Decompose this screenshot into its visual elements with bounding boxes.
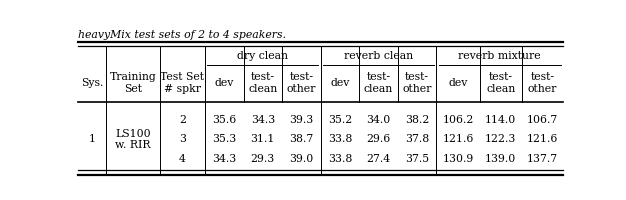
Text: reverb clean: reverb clean [344, 51, 413, 61]
Text: 29.6: 29.6 [366, 134, 391, 144]
Text: 121.6: 121.6 [443, 134, 474, 144]
Text: 39.3: 39.3 [289, 115, 314, 125]
Text: 106.2: 106.2 [443, 115, 474, 125]
Text: 37.8: 37.8 [405, 134, 429, 144]
Text: dev: dev [448, 78, 468, 88]
Text: Sys.: Sys. [81, 78, 103, 88]
Text: 35.6: 35.6 [212, 115, 237, 125]
Text: Test Set
# spkr: Test Set # spkr [160, 72, 204, 94]
Text: test-
clean: test- clean [486, 72, 515, 94]
Text: 130.9: 130.9 [443, 154, 474, 164]
Text: 3: 3 [179, 134, 186, 144]
Text: heavyMix test sets of 2 to 4 speakers.: heavyMix test sets of 2 to 4 speakers. [78, 30, 286, 40]
Text: 34.3: 34.3 [250, 115, 275, 125]
Text: 27.4: 27.4 [366, 154, 391, 164]
Text: reverb mixture: reverb mixture [458, 51, 541, 61]
Text: test-
other: test- other [287, 72, 316, 94]
Text: 35.3: 35.3 [212, 134, 237, 144]
Text: test-
clean: test- clean [248, 72, 277, 94]
Text: 137.7: 137.7 [527, 154, 558, 164]
Text: 35.2: 35.2 [327, 115, 352, 125]
Text: 122.3: 122.3 [485, 134, 516, 144]
Text: test-
other: test- other [402, 72, 431, 94]
Text: 1: 1 [89, 134, 96, 144]
Text: 33.8: 33.8 [327, 134, 352, 144]
Text: 121.6: 121.6 [527, 134, 558, 144]
Text: 38.2: 38.2 [404, 115, 429, 125]
Text: test-
other: test- other [528, 72, 557, 94]
Text: 4: 4 [179, 154, 186, 164]
Text: 2: 2 [179, 115, 186, 125]
Text: 106.7: 106.7 [527, 115, 558, 125]
Text: 33.8: 33.8 [327, 154, 352, 164]
Text: 37.5: 37.5 [405, 154, 429, 164]
Text: dry clean: dry clean [237, 51, 289, 61]
Text: 34.0: 34.0 [366, 115, 391, 125]
Text: 34.3: 34.3 [212, 154, 237, 164]
Text: test-
clean: test- clean [364, 72, 393, 94]
Text: LS100
w. RIR: LS100 w. RIR [115, 129, 151, 150]
Text: 29.3: 29.3 [250, 154, 275, 164]
Text: 139.0: 139.0 [485, 154, 516, 164]
Text: 39.0: 39.0 [289, 154, 314, 164]
Text: Training
Set: Training Set [110, 72, 156, 94]
Text: 114.0: 114.0 [485, 115, 516, 125]
Text: dev: dev [215, 78, 234, 88]
Text: dev: dev [330, 78, 349, 88]
Text: 31.1: 31.1 [250, 134, 275, 144]
Text: 38.7: 38.7 [289, 134, 314, 144]
